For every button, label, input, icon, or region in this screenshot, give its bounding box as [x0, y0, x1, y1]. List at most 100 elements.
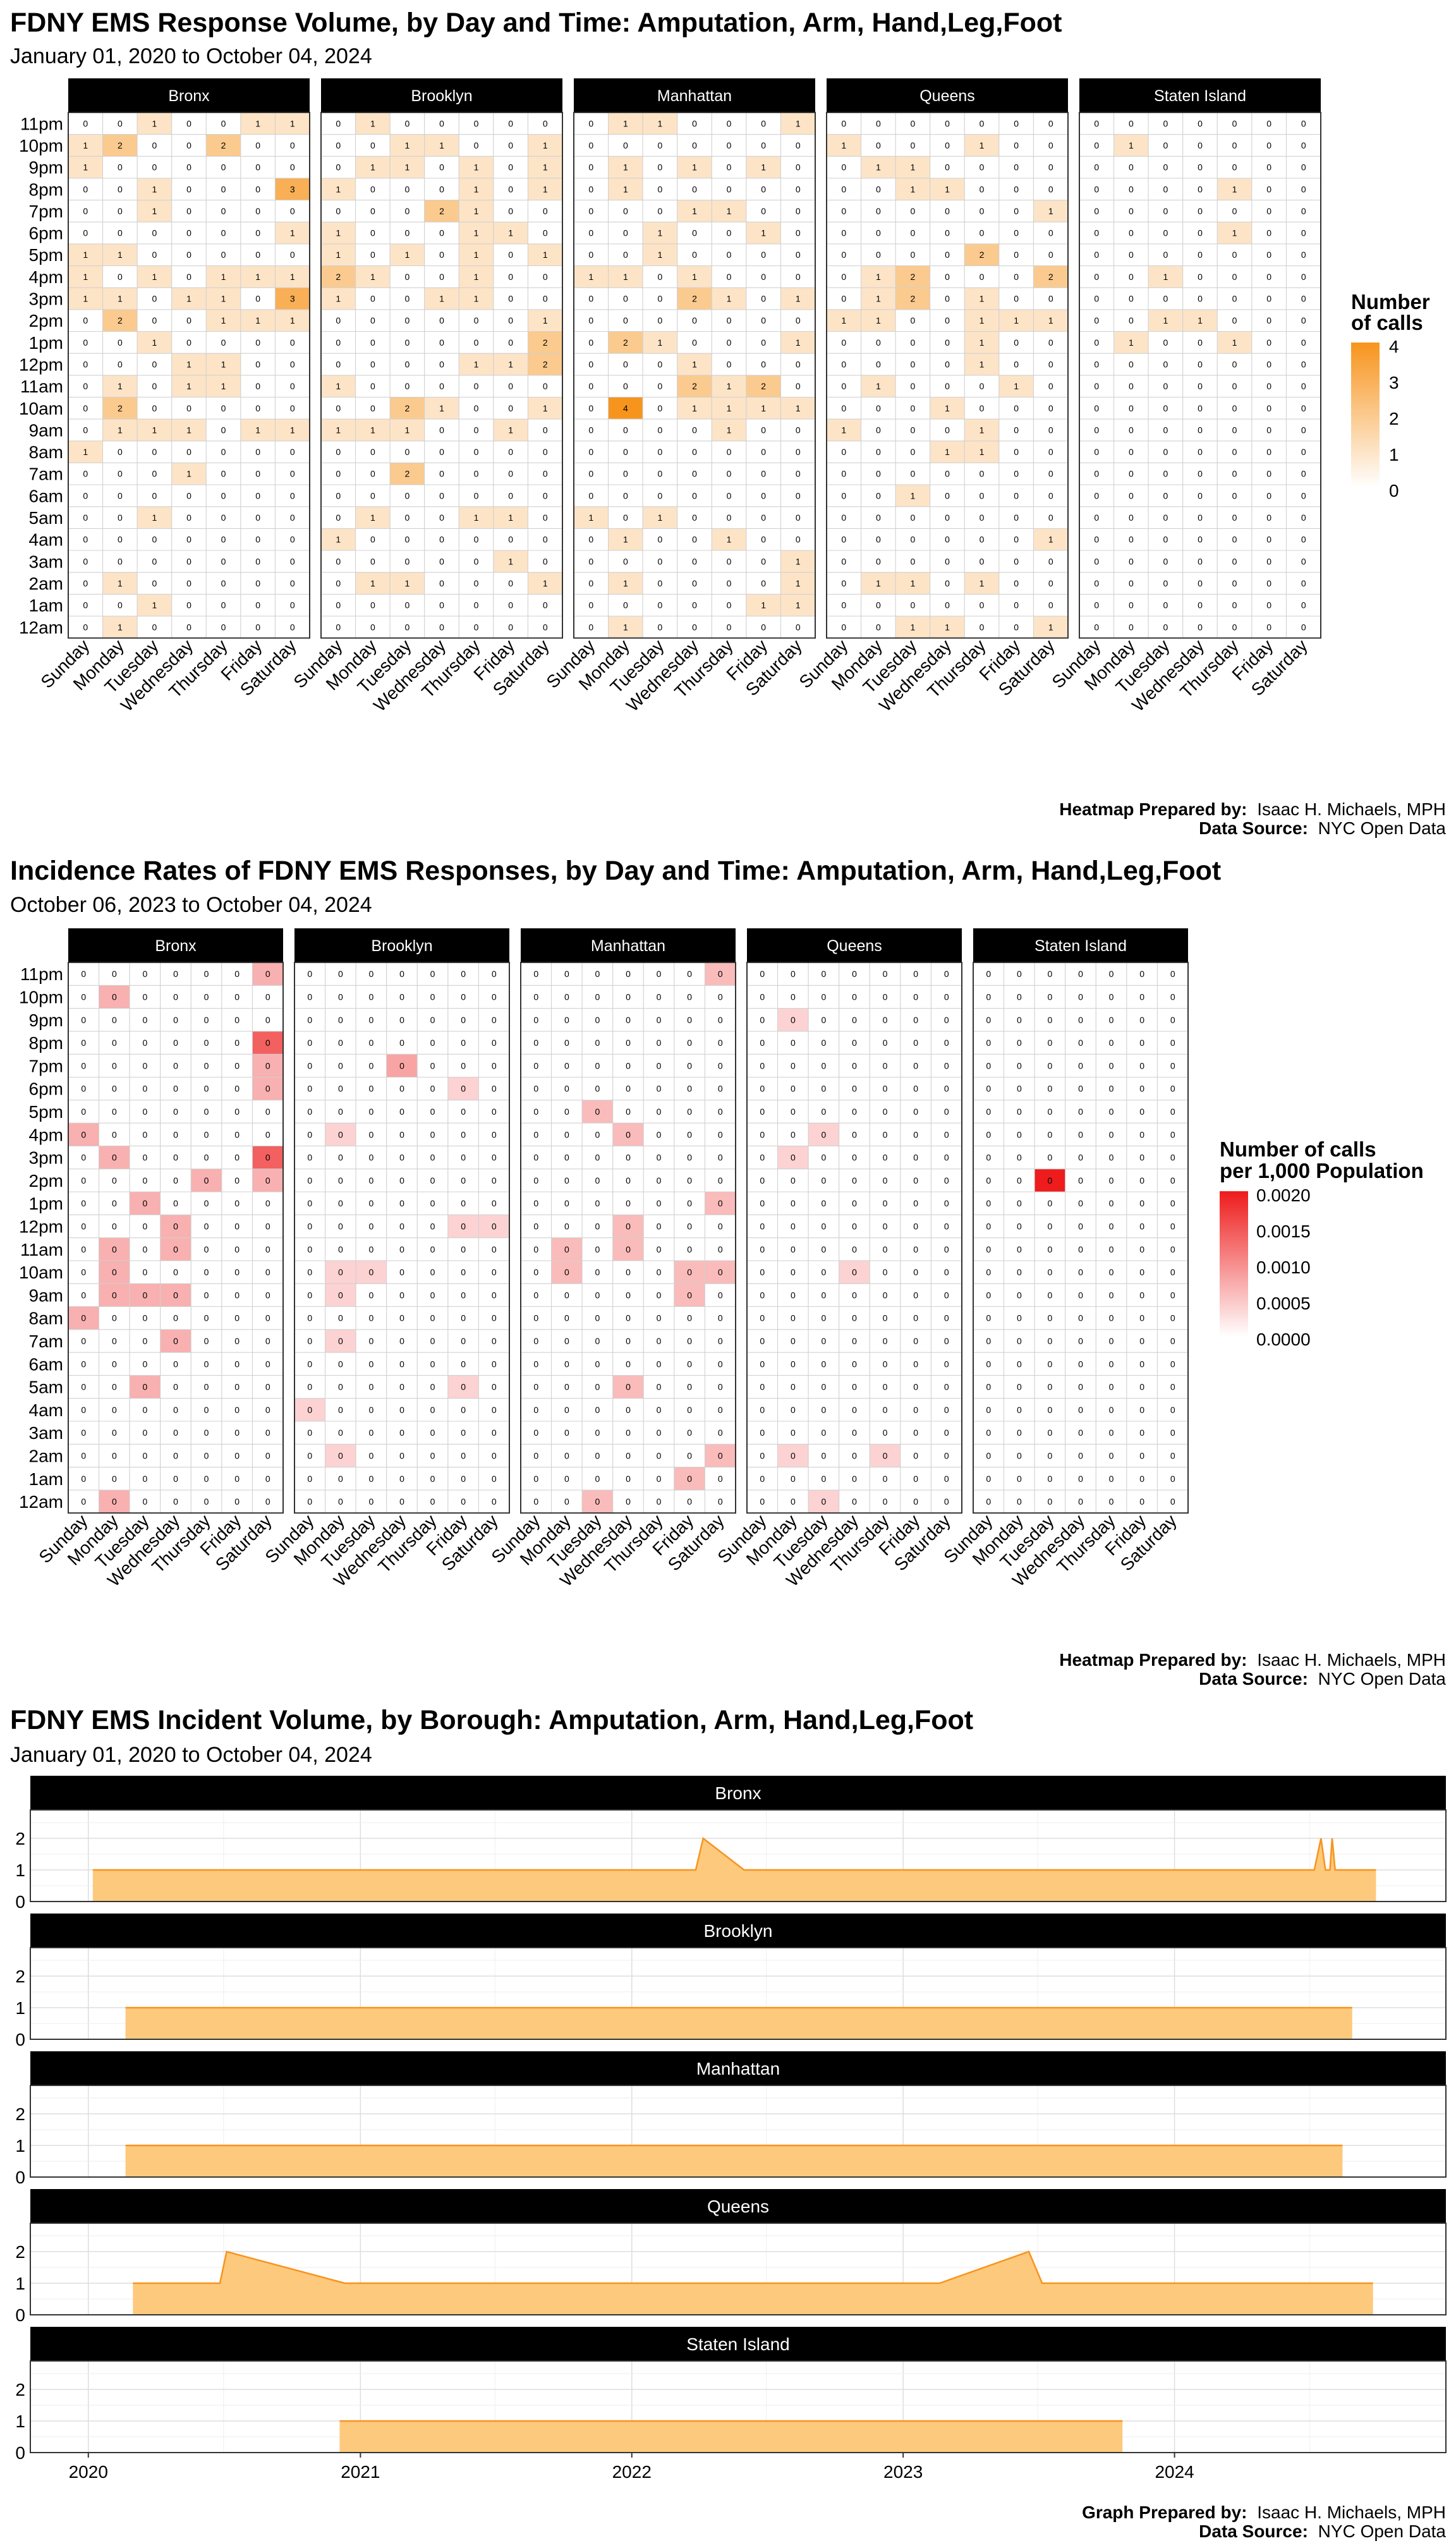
- cell-value-label: 0: [687, 1244, 692, 1254]
- cell-value-label: 0: [1139, 1084, 1144, 1094]
- cell-value-label: 0: [533, 1313, 538, 1323]
- cell-value-label: 0: [657, 969, 662, 979]
- heatmap-cell: [355, 396, 391, 420]
- cell-value-label: 0: [791, 1129, 796, 1139]
- hour-tick-label: 10pm: [19, 987, 63, 1007]
- cell-value-label: 0: [543, 206, 548, 216]
- cell-value-label: 0: [307, 1382, 312, 1392]
- cell-value-label: 0: [588, 622, 593, 632]
- heatmap-cell: [136, 178, 173, 201]
- cell-value-label: 0: [658, 556, 663, 566]
- cell-value-label: 0: [1139, 1474, 1144, 1484]
- cell-value-label: 1: [290, 315, 295, 325]
- cell-value-label: 0: [595, 1153, 600, 1163]
- cell-value-label: 0: [1129, 622, 1134, 632]
- cell-value-label: 0: [1170, 1496, 1175, 1507]
- cell-value-label: 1: [221, 381, 226, 391]
- cell-value-label: 1: [761, 228, 766, 238]
- cell-value-label: 0: [1198, 622, 1203, 632]
- y-tick-label: 0: [15, 2305, 25, 2325]
- cell-value-label: 0: [718, 969, 723, 979]
- hour-tick-label: 9pm: [29, 1010, 63, 1030]
- cell-value-label: 0: [944, 1450, 949, 1460]
- cell-value-label: 0: [369, 1474, 374, 1484]
- cell-value-label: 0: [492, 1336, 497, 1346]
- cell-value-label: 0: [1094, 490, 1099, 500]
- cell-value-label: 0: [945, 578, 950, 588]
- cell-value-label: 0: [399, 1313, 404, 1323]
- cell-value-label: 1: [290, 272, 295, 282]
- facet-label: Staten Island: [1034, 937, 1127, 955]
- cell-value-label: 0: [369, 1015, 374, 1025]
- cell-value-label: 0: [204, 1450, 209, 1460]
- cell-value-label: 0: [405, 622, 410, 632]
- cell-value-label: 0: [595, 969, 600, 979]
- cell-value-label: 0: [143, 1175, 148, 1186]
- cell-value-label: 0: [81, 1153, 86, 1163]
- cell-value-label: 0: [143, 1496, 148, 1507]
- cell-value-label: 0: [204, 1015, 209, 1025]
- cell-value-label: 0: [492, 1107, 497, 1117]
- cell-value-label: 0: [883, 1015, 888, 1025]
- cell-value-label: 0: [911, 469, 916, 479]
- cell-value-label: 0: [1232, 447, 1237, 457]
- cell-value-label: 1: [980, 294, 985, 304]
- cell-value-label: 0: [265, 1060, 270, 1071]
- cell-value-label: 0: [533, 1107, 538, 1117]
- cell-value-label: 0: [1017, 1405, 1022, 1415]
- cell-value-label: 0: [1266, 425, 1271, 435]
- cell-value-label: 0: [1163, 490, 1168, 500]
- cell-value-label: 0: [265, 1175, 270, 1186]
- cell-value-label: 0: [265, 1015, 270, 1025]
- cell-value-label: 0: [1266, 228, 1271, 238]
- cell-value-label: 0: [173, 1359, 178, 1369]
- cell-value-label: 0: [657, 1313, 662, 1323]
- cell-value-label: 0: [913, 1038, 918, 1048]
- cell-value-label: 0: [543, 381, 548, 391]
- count-heatmap-subtitle: January 01, 2020 to October 04, 2024: [10, 44, 372, 68]
- cell-value-label: 0: [944, 1496, 949, 1507]
- cell-value-label: 0: [760, 1428, 765, 1438]
- hour-tick-label: 3am: [29, 1423, 63, 1443]
- cell-value-label: 0: [623, 228, 628, 238]
- cell-value-label: 0: [221, 622, 226, 632]
- heatmap-cell: [355, 309, 391, 332]
- cell-value-label: 0: [657, 1496, 662, 1507]
- cell-value-label: 0: [81, 1015, 86, 1025]
- cell-value-label: 0: [439, 337, 444, 348]
- cell-value-label: 0: [986, 1107, 991, 1117]
- cell-value-label: 1: [405, 578, 410, 588]
- cell-value-label: 0: [913, 1175, 918, 1186]
- cell-value-label: 0: [945, 469, 950, 479]
- cell-value-label: 0: [796, 535, 801, 545]
- heatmap-cell: [68, 462, 104, 485]
- cell-value-label: 0: [492, 1084, 497, 1094]
- cell-value-label: 0: [81, 1221, 86, 1231]
- cell-value-label: 0: [657, 1244, 662, 1254]
- cell-value-label: 0: [307, 1038, 312, 1048]
- cell-value-label: 0: [760, 1474, 765, 1484]
- heatmap-cell: [68, 572, 104, 595]
- cell-value-label: 0: [1048, 1153, 1053, 1163]
- cell-value-label: 0: [944, 1382, 949, 1392]
- cell-value-label: 0: [761, 272, 766, 282]
- cell-value-label: 0: [461, 1153, 466, 1163]
- cell-value-label: 0: [221, 513, 226, 523]
- cell-value-label: 0: [255, 162, 260, 173]
- cell-value-label: 0: [986, 1496, 991, 1507]
- cell-value-label: 2: [118, 140, 123, 150]
- cell-value-label: 0: [336, 118, 341, 128]
- heatmap-cell: [171, 484, 207, 507]
- heatmap-cell: [102, 484, 138, 507]
- cell-value-label: 0: [727, 513, 732, 523]
- cell-value-label: 0: [81, 1428, 86, 1438]
- cell-value-label: 0: [508, 315, 513, 325]
- cell-value-label: 0: [760, 1313, 765, 1323]
- cell-value-label: 0: [336, 622, 341, 632]
- facet-strip: [574, 78, 815, 112]
- cell-value-label: 0: [204, 1129, 209, 1139]
- cell-value-label: 0: [1139, 1405, 1144, 1415]
- cell-value-label: 0: [588, 315, 593, 325]
- cell-value-label: 0: [1014, 206, 1019, 216]
- cell-value-label: 0: [1170, 1359, 1175, 1369]
